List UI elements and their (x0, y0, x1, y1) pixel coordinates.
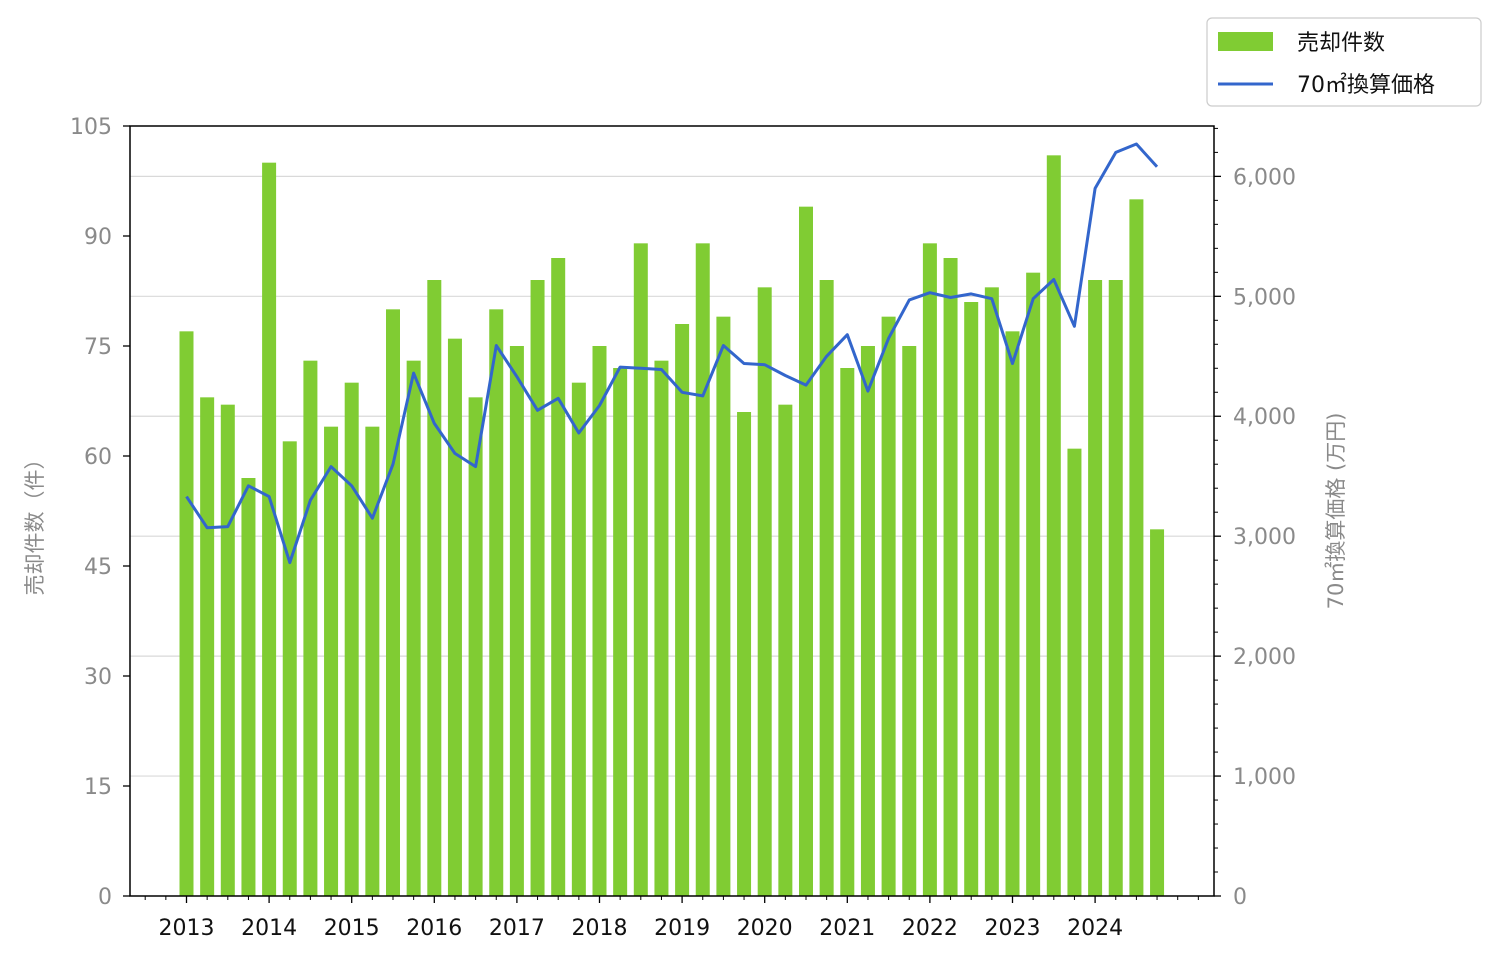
plot-frame (129, 125, 1215, 897)
bar (386, 309, 400, 896)
bar (675, 324, 690, 896)
bar (447, 338, 462, 897)
legend-label-bar: 売却件数 (1297, 31, 1385, 56)
left-tick-label: 0 (98, 885, 112, 910)
price-line (185, 142, 1159, 565)
bar (241, 478, 256, 896)
bar (551, 258, 566, 896)
bar (860, 346, 875, 896)
x-tick-label: 2016 (406, 916, 462, 941)
bar (654, 360, 669, 897)
left-tick-label: 105 (70, 115, 112, 140)
bar (303, 360, 318, 897)
legend-swatch-bar (1218, 32, 1273, 51)
right-tick-label: 0 (1233, 885, 1247, 910)
bar (902, 346, 917, 896)
bar (1108, 280, 1123, 896)
bar (964, 302, 979, 896)
bar (840, 368, 855, 896)
x-tick-label: 2019 (654, 916, 710, 941)
right-tick-label: 1,000 (1233, 765, 1296, 790)
x-tick-label: 2014 (241, 916, 297, 941)
left-axis: 0 15 30 45 60 75 90 105 (70, 115, 130, 910)
left-tick-label: 90 (84, 225, 112, 250)
x-tick-label: 2020 (737, 916, 793, 941)
left-tick-label: 30 (84, 665, 112, 690)
bar (427, 280, 442, 896)
legend-label-line: 70㎡換算価格 (1297, 72, 1435, 98)
x-tick-label: 2022 (902, 916, 958, 941)
x-tick-label: 2013 (159, 916, 215, 941)
right-axis-title: 70㎡換算価格 (万円) (1324, 413, 1348, 610)
bar (220, 404, 235, 896)
bar (530, 280, 545, 896)
x-tick-label: 2021 (819, 916, 875, 941)
left-axis-title: 売却件数（件） (23, 449, 47, 596)
legend: 売却件数 70㎡換算価格 (1206, 17, 1482, 107)
bar (943, 258, 958, 896)
bar (819, 280, 834, 896)
bar (1005, 331, 1020, 896)
bar (468, 397, 483, 896)
x-tick-label: 2024 (1067, 916, 1123, 941)
x-tick-label: 2018 (572, 916, 628, 941)
bar (509, 346, 524, 896)
bar (406, 360, 421, 897)
bar (1129, 199, 1144, 897)
bar (881, 316, 896, 897)
bar (282, 441, 297, 896)
left-tick-label: 15 (84, 775, 112, 800)
left-tick-label: 75 (84, 335, 112, 360)
bar (324, 426, 339, 896)
x-axis: 2013 2014 2015 2016 2017 2018 2019 2020 2021 2022… (144, 896, 1199, 941)
bar (592, 346, 607, 896)
bar (922, 243, 937, 897)
bar (1046, 155, 1061, 897)
bar-series (179, 155, 1165, 897)
x-tick-label: 2015 (324, 916, 380, 941)
bar (262, 162, 277, 896)
bar (613, 368, 628, 896)
bar (1150, 529, 1165, 896)
x-tick-label: 2023 (985, 916, 1041, 941)
bar (365, 426, 380, 896)
bar (179, 331, 194, 896)
bar (1067, 448, 1082, 896)
bar (984, 287, 999, 896)
bar (633, 243, 648, 897)
bar (757, 287, 772, 896)
bar (1026, 272, 1041, 897)
bar (716, 316, 731, 897)
bar (778, 404, 793, 896)
bar (799, 206, 813, 896)
x-tick-label: 2017 (489, 916, 545, 941)
bar (200, 397, 215, 896)
bar (344, 382, 359, 897)
bar (695, 243, 710, 897)
right-tick-label: 3,000 (1233, 525, 1296, 550)
legend-box (1206, 17, 1482, 107)
left-tick-label: 60 (84, 445, 112, 470)
right-tick-label: 2,000 (1233, 645, 1296, 670)
bar (489, 309, 504, 896)
right-tick-label: 4,000 (1233, 405, 1296, 430)
left-tick-label: 45 (84, 555, 112, 580)
right-axis: 0 1,000 2,000 3,000 4,000 5,000 6,000 (1214, 127, 1296, 910)
bar (737, 412, 752, 896)
bar (571, 382, 586, 897)
bar (1088, 280, 1103, 896)
right-tick-label: 5,000 (1233, 285, 1296, 310)
right-tick-label: 6,000 (1233, 165, 1296, 190)
